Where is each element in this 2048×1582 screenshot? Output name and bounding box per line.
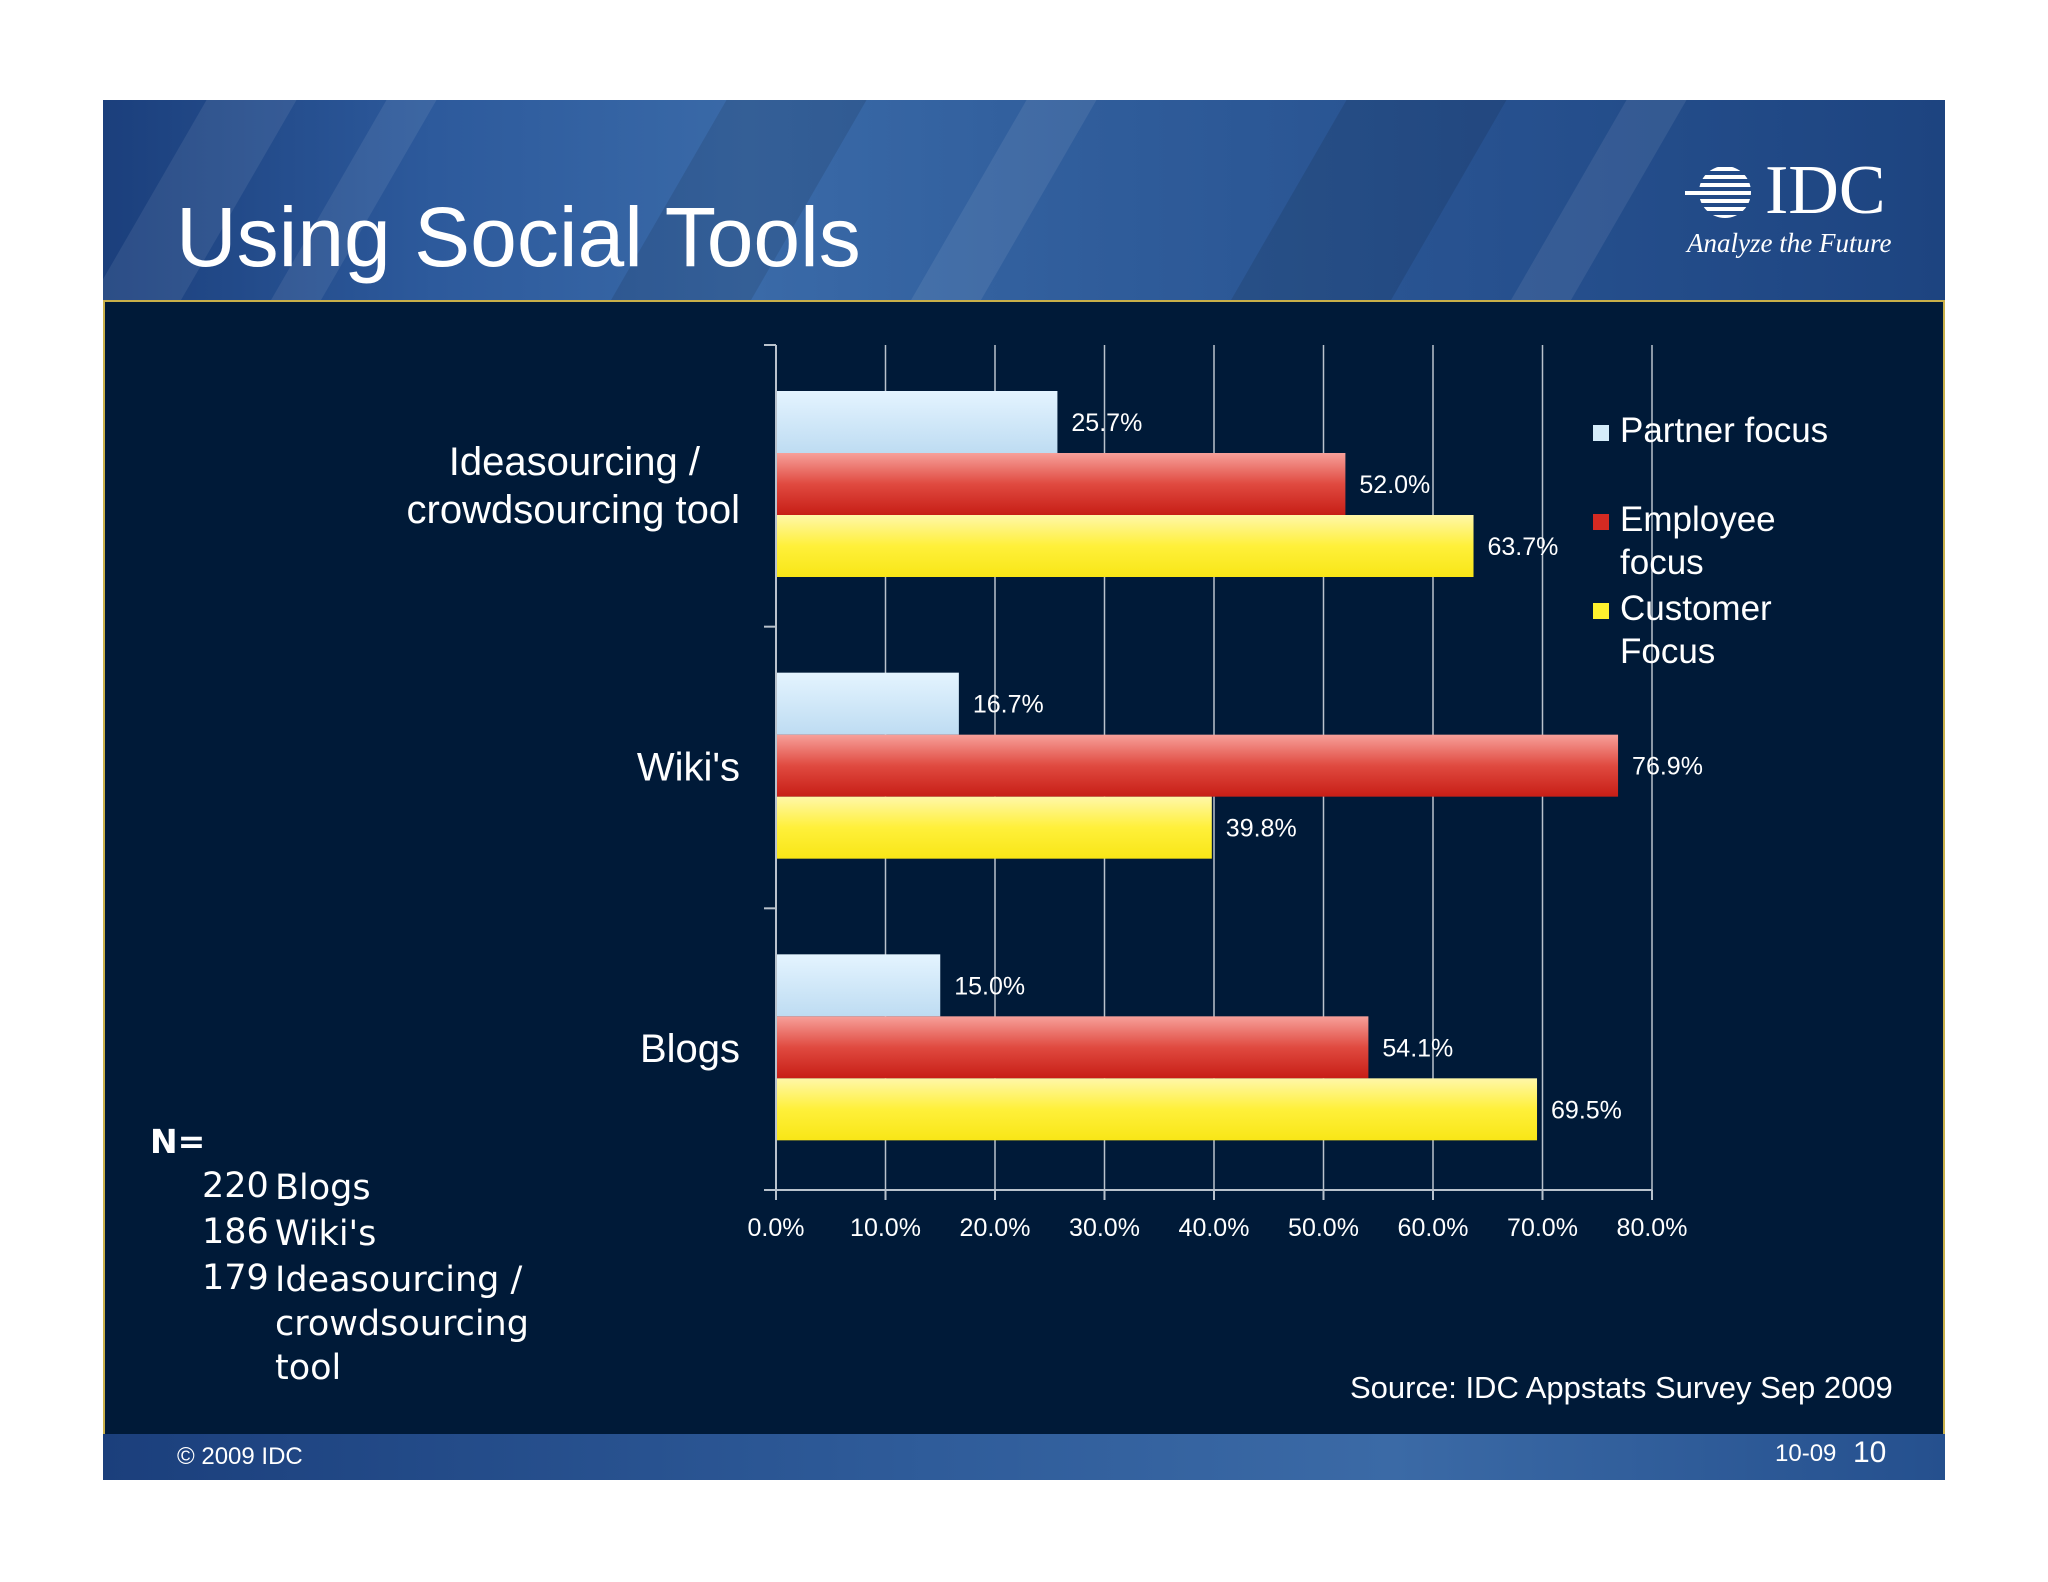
slide-title: Using Social Tools	[176, 190, 861, 284]
legend-label-line: Focus	[1620, 632, 1715, 671]
sample-size-title: N=	[150, 1122, 206, 1161]
category-label: Wiki's	[637, 746, 740, 790]
sample-count: 186	[202, 1212, 269, 1252]
data-label: 76.9%	[1632, 753, 1703, 781]
bar-employee	[776, 1016, 1369, 1079]
bar-customer	[776, 1078, 1538, 1141]
category-label-line: crowdsourcing tool	[407, 488, 741, 532]
sample-label: Wiki's	[275, 1214, 377, 1254]
idc-tagline: Analyze the Future	[1687, 228, 1892, 258]
x-tick-label: 10.0%	[850, 1214, 921, 1242]
category-label: Blogs	[640, 1027, 740, 1071]
data-label: 63.7%	[1488, 533, 1559, 561]
bar-partner	[776, 391, 1058, 453]
sample-row: 220 Blogs	[202, 1166, 371, 1210]
source-note: Source: IDC Appstats Survey Sep 2009	[1350, 1370, 1893, 1405]
sample-row: 179 Ideasourcing / crowdsourcing tool	[202, 1258, 529, 1390]
category-label: Ideasourcing / crowdsourcing tool	[407, 440, 741, 532]
x-tick-label: 70.0%	[1507, 1214, 1578, 1242]
legend-label-line: Employee	[1620, 500, 1776, 539]
bar-customer	[776, 796, 1212, 859]
data-label: 69.5%	[1551, 1096, 1622, 1124]
bar-customer	[776, 515, 1474, 577]
sample-row: 186 Wiki's	[202, 1212, 376, 1256]
bar-partner	[776, 954, 941, 1017]
bar-employee	[776, 734, 1619, 797]
legend-label: Customer Focus	[1620, 589, 1772, 671]
x-tick-label: 80.0%	[1617, 1214, 1688, 1242]
category-label-line: Wiki's	[637, 746, 740, 790]
data-label: 16.7%	[973, 691, 1044, 719]
category-label-line: Ideasourcing /	[449, 440, 701, 484]
data-label: 39.8%	[1226, 815, 1297, 843]
legend-swatch	[1593, 603, 1609, 619]
x-tick-label: 50.0%	[1288, 1214, 1359, 1242]
sample-label: Blogs	[275, 1168, 371, 1208]
sample-count: 179	[202, 1258, 269, 1298]
bar-partner	[776, 672, 959, 735]
legend-label-line: focus	[1620, 543, 1704, 582]
data-label: 52.0%	[1359, 471, 1430, 499]
footer-page-number: 10	[1853, 1436, 1887, 1469]
slide-header: Using Social Tools IDC Analyze the Futur…	[103, 100, 1945, 300]
x-tick-label: 0.0%	[748, 1214, 805, 1242]
legend-label: Partner focus	[1620, 411, 1828, 450]
slide-footer: © 2009 IDC 10-09 10	[103, 1434, 1945, 1480]
x-tick-label: 20.0%	[960, 1214, 1031, 1242]
legend-label-line: Customer	[1620, 589, 1772, 628]
data-label: 54.1%	[1382, 1034, 1453, 1062]
idc-logo-text: IDC	[1765, 152, 1886, 229]
footer-date: 10-09	[1775, 1440, 1837, 1467]
legend-swatch	[1593, 514, 1609, 530]
x-tick-label: 60.0%	[1398, 1214, 1469, 1242]
data-label: 25.7%	[1071, 409, 1142, 437]
x-tick-label: 40.0%	[1179, 1214, 1250, 1242]
bar-employee	[776, 453, 1346, 515]
legend-label: Employee focus	[1620, 500, 1776, 582]
category-label-line: Blogs	[640, 1027, 740, 1071]
legend-label-line: Partner focus	[1620, 411, 1828, 450]
data-label: 15.0%	[954, 972, 1025, 1000]
legend-swatch	[1593, 425, 1609, 441]
sample-count: 220	[202, 1166, 269, 1206]
slide: Using Social Tools IDC Analyze the Futur…	[103, 100, 1945, 1480]
sample-label: Ideasourcing / crowdsourcing tool	[275, 1260, 529, 1388]
footer-copyright: © 2009 IDC	[177, 1443, 303, 1470]
idc-logo: IDC Analyze the Future	[1685, 156, 1915, 262]
x-tick-label: 30.0%	[1069, 1214, 1140, 1242]
idc-globe-icon	[1685, 167, 1751, 218]
